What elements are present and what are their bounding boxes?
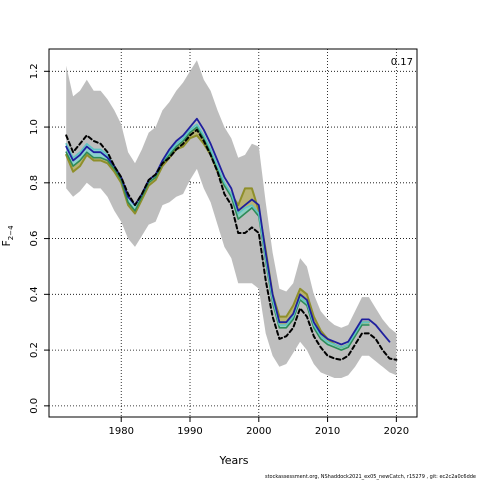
y-tick-label-2: 0.4 bbox=[29, 286, 40, 302]
y-tick-label-6: 1.2 bbox=[29, 63, 40, 79]
series-line-green bbox=[65, 126, 370, 351]
y-tick-label-3: 0.6 bbox=[29, 231, 40, 247]
y-axis-title: F2−4 bbox=[0, 225, 15, 247]
y-tick-label-5: 1.0 bbox=[29, 119, 40, 135]
x-tick-label-1990: 1990 bbox=[177, 426, 202, 437]
annotation-label: 0.17 bbox=[391, 57, 413, 68]
confidence-band-layer bbox=[66, 60, 397, 378]
axes: 1980 1990 2000 2010 2020 0.0 0.2 0.4 0.6 0.8 1.0 1.… bbox=[29, 63, 409, 437]
y-axis-title-main: F bbox=[0, 240, 13, 246]
x-axis-title: Years bbox=[218, 454, 248, 467]
plot-frame bbox=[48, 48, 418, 418]
x-tick-label-1980: 1980 bbox=[108, 426, 133, 437]
footer-text: stockassessment.org, NShaddock2021_ex05_… bbox=[265, 474, 476, 480]
y-tick-label-0: 0.0 bbox=[29, 398, 40, 414]
x-tick-label-2000: 2000 bbox=[246, 426, 271, 437]
y-tick-label-4: 0.8 bbox=[29, 175, 40, 191]
confidence-band bbox=[66, 60, 397, 378]
series-line-layer bbox=[65, 117, 398, 361]
series-line-dashed bbox=[65, 128, 398, 361]
x-tick-label-2020: 2020 bbox=[384, 426, 409, 437]
y-axis-title-subscript: 2−4 bbox=[7, 225, 15, 240]
y-tick-label-1: 0.2 bbox=[29, 342, 40, 358]
x-tick-label-2010: 2010 bbox=[315, 426, 340, 437]
